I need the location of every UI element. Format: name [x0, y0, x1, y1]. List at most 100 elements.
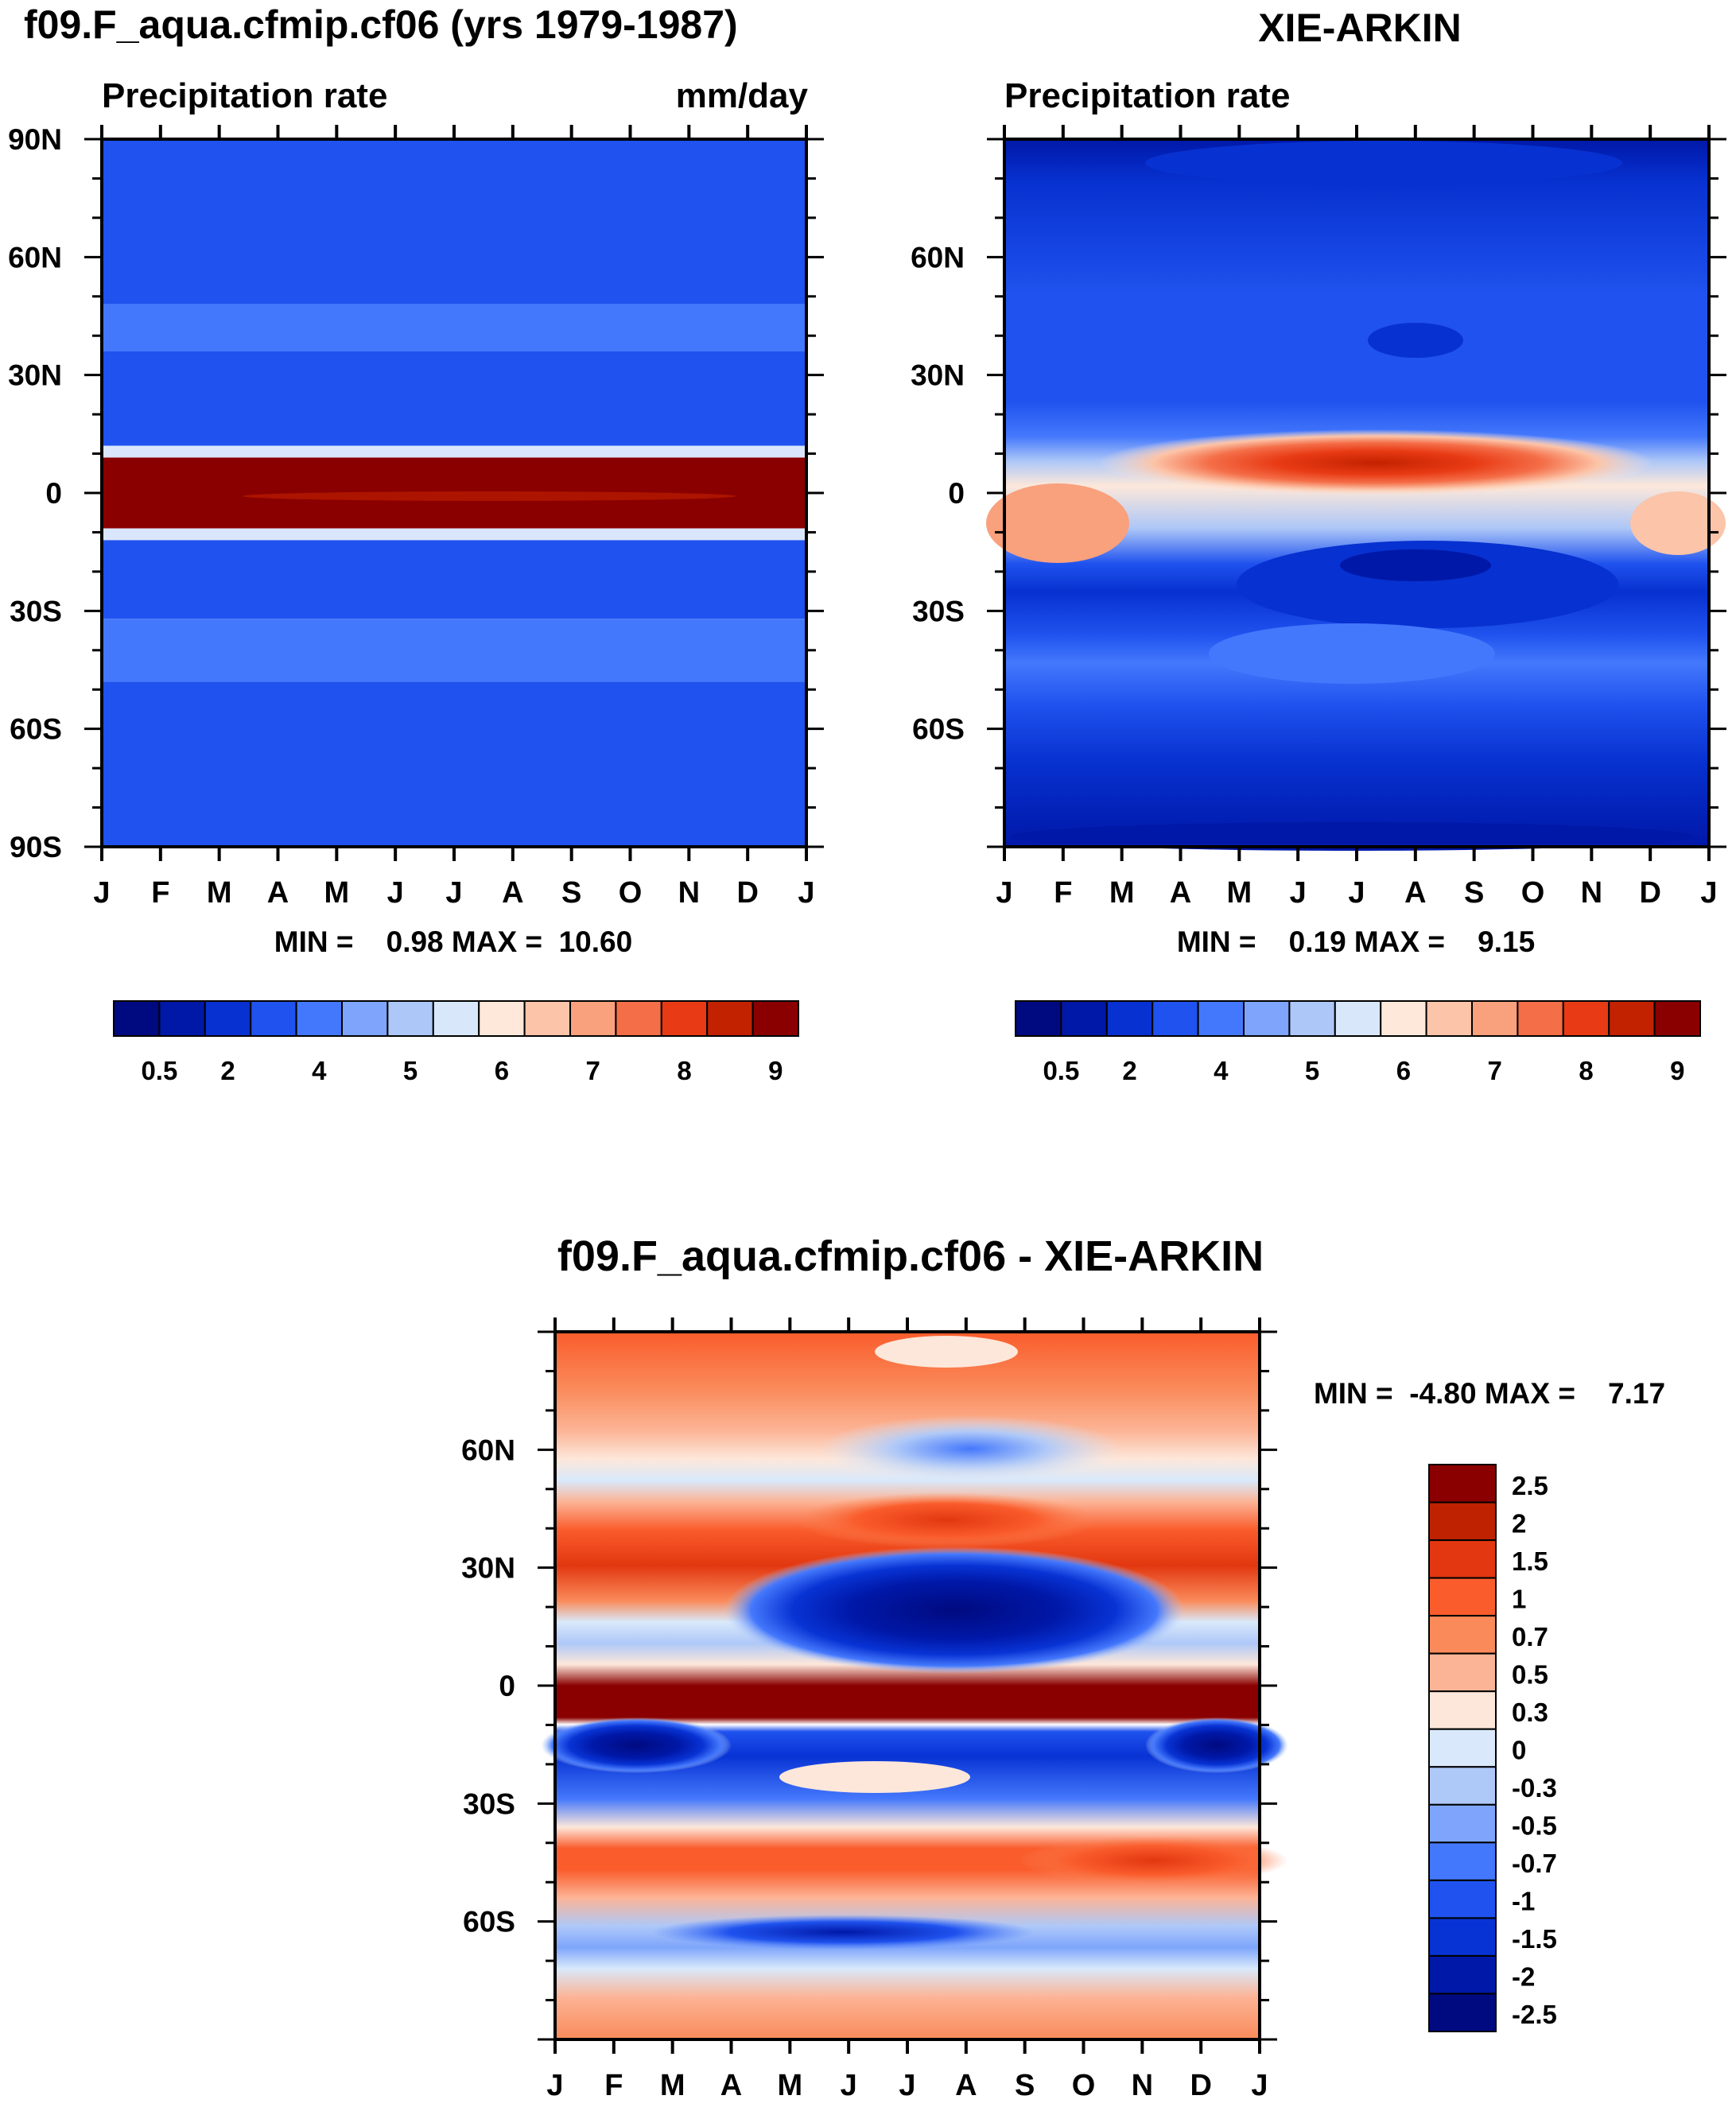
obs-itcz-band [1097, 429, 1654, 496]
obs-stats: MIN = 0.19 MAX = 9.15 [1177, 926, 1535, 958]
obs-month-label: A [1170, 876, 1191, 910]
diff-contour-field [541, 1332, 1288, 2039]
obs-contour-field [986, 139, 1726, 851]
obs-colorbar-box [1288, 1000, 1336, 1037]
diff-colorbar-label: 2 [1512, 1508, 1526, 1538]
model-colorbar-box [523, 1000, 571, 1037]
diff-south-subtropical-deficit-west [541, 1717, 732, 1773]
model-colorbar-label: 2 [220, 1056, 235, 1085]
obs-south-subtropics-core [1340, 549, 1491, 581]
model-month-label: J [387, 876, 404, 910]
diff-month-label: M [660, 2069, 685, 2102]
obs-lat-label: 60S [912, 713, 965, 746]
model-colorbar-box [113, 1000, 161, 1037]
diff-colorbar-box [1428, 1954, 1497, 1995]
model-panel-title: f09.F_aqua.cfmip.cf06 (yrs 1979-1987) [24, 2, 738, 47]
model-month-label: J [445, 876, 462, 910]
model-month-label: O [619, 876, 643, 910]
diff-south-storm-track-excess [1018, 1837, 1288, 1884]
model-stats: MIN = 0.98 MAX = 10.60 [274, 926, 632, 958]
model-colorbar-box [295, 1000, 344, 1037]
obs-colorbar-label: 5 [1305, 1056, 1319, 1085]
diff-north-polar-light-patch [875, 1336, 1018, 1368]
model-contour-field [102, 139, 806, 847]
model-left-label: Precipitation rate [102, 76, 387, 115]
diff-colorbar-label: -2 [1512, 1962, 1535, 1992]
diff-north-storm-track-excess [795, 1492, 1097, 1548]
model-month-label: S [561, 876, 581, 910]
obs-month-label: J [1290, 876, 1307, 910]
obs-colorbar-label: 9 [1670, 1056, 1684, 1085]
model-month-label: D [736, 876, 758, 910]
diff-colorbar-label: 1 [1512, 1584, 1526, 1613]
model-band-8 [102, 619, 806, 682]
diff-colorbar-box [1428, 1615, 1497, 1655]
obs-month-label: A [1404, 876, 1426, 910]
model-colorbar: 0.5 2 4 5 6 7 8 9 [113, 1000, 799, 1085]
model-band-edge-south [102, 528, 806, 541]
obs-colorbar-box [1334, 1000, 1382, 1037]
model-band-0 [102, 139, 806, 281]
diff-south-subtropics-light-patch [779, 1761, 970, 1793]
obs-colorbar-box [1060, 1000, 1108, 1037]
model-month-label: A [502, 876, 523, 910]
model-colorbar-box [478, 1000, 526, 1037]
obs-colorbar-box [1562, 1000, 1610, 1037]
diff-month-label: F [604, 2069, 623, 2102]
obs-month-label: O [1521, 876, 1545, 910]
diff-colorbar-box [1428, 1464, 1497, 1504]
diff-colorbar-box [1428, 1652, 1497, 1693]
obs-colorbar: 0.5 2 4 5 6 7 8 9 [1015, 1000, 1702, 1085]
diff-south-60-deficit [652, 1915, 1034, 1950]
model-colorbar-box [569, 1000, 617, 1037]
diff-panel-title: f09.F_aqua.cfmip.cf06 - XIE-ARKIN [557, 1232, 1264, 1280]
diff-month-label: O [1072, 2069, 1096, 2102]
model-band-10 [102, 705, 806, 847]
obs-colorbar-box [1243, 1000, 1291, 1037]
obs-month-label: N [1581, 876, 1602, 910]
diff-colorbar-box [1428, 1539, 1497, 1579]
obs-colorbar-box [1517, 1000, 1564, 1037]
diff-south-subtropical-deficit-east [1145, 1717, 1288, 1773]
model-colorbar-box [751, 1000, 799, 1037]
model-units-label: mm/day [676, 76, 809, 115]
obs-colorbar-label: 0.5 [1043, 1056, 1079, 1085]
model-band-1 [102, 281, 806, 305]
diff-lat-label: 30N [461, 1552, 515, 1585]
obs-panel-title: XIE-ARKIN [1258, 6, 1462, 50]
diff-colorbar-label: -1 [1512, 1887, 1535, 1916]
model-month-label: A [267, 876, 289, 910]
obs-colorbar-label: 7 [1488, 1056, 1502, 1085]
diff-colorbar-box [1428, 1501, 1497, 1542]
diff-month-label: A [955, 2069, 977, 2102]
obs-month-label: J [1348, 876, 1365, 910]
diff-colorbar-box [1428, 1803, 1497, 1844]
diff-colorbar-label: 1.5 [1512, 1546, 1548, 1576]
diff-colorbar-label: 0.7 [1512, 1622, 1548, 1651]
obs-colorbar-label: 6 [1396, 1056, 1411, 1085]
model-band-3 [102, 351, 806, 446]
model-colorbar-box [250, 1000, 297, 1037]
obs-colorbar-box [1380, 1000, 1427, 1037]
obs-month-label: J [996, 876, 1012, 910]
model-lat-label: 30S [10, 595, 62, 627]
model-month-label: F [151, 876, 169, 910]
diff-colorbar: 2.5 2 1.5 1 0.7 0.5 0.3 0 -0.3 -0.5 -0.7 -1 -1.5 -2 -2… [1428, 1464, 1557, 2032]
obs-lat-label: 60N [911, 241, 965, 274]
obs-south-subtropics-patch [1237, 541, 1618, 628]
model-band-9 [102, 681, 806, 705]
diff-colorbar-label: 0.3 [1512, 1698, 1548, 1727]
model-colorbar-label: 5 [403, 1056, 417, 1085]
model-lat-label: 60S [10, 713, 62, 746]
model-colorbar-box [386, 1000, 434, 1037]
model-colorbar-box [615, 1000, 662, 1037]
diff-lat-label: 60S [463, 1906, 515, 1938]
obs-north-subtropics-patch [1368, 323, 1463, 358]
obs-month-label: M [1227, 876, 1252, 910]
model-lat-label: 30N [8, 359, 62, 392]
model-band-2 [102, 304, 806, 351]
model-colorbar-label: 9 [768, 1056, 783, 1085]
obs-south-tropics-patch-west [986, 483, 1129, 563]
diff-colorbar-label: -0.5 [1512, 1811, 1557, 1841]
